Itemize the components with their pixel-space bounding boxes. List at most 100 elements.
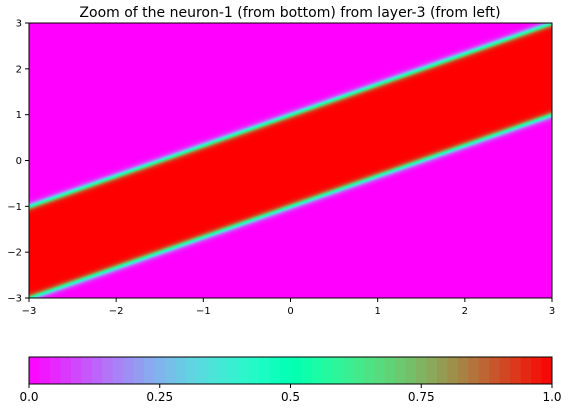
- band-strip: [29, 72, 552, 258]
- band-strip: [29, 77, 552, 264]
- x-tick-label: −3: [22, 306, 37, 317]
- colorbar-segment: [311, 357, 323, 384]
- band-strip: [29, 80, 552, 267]
- band-strip: [29, 59, 552, 245]
- colorbar-segment: [123, 357, 134, 384]
- colorbar-tick-label: 0.75: [408, 390, 435, 404]
- band-strip: [29, 73, 552, 260]
- band-strip: [29, 103, 552, 289]
- colorbar-segment: [520, 357, 532, 384]
- colorbar-tick-label: 0.0: [19, 390, 38, 404]
- band-strip: [29, 23, 541, 203]
- colorbar-segment: [374, 357, 386, 384]
- colorbar-segment: [510, 357, 522, 384]
- band-strip: [29, 33, 552, 219]
- band-strip: [29, 98, 552, 284]
- colorbar-segment: [300, 357, 312, 384]
- y-tick-label: −2: [7, 248, 22, 259]
- colorbar-segment: [144, 357, 155, 384]
- colorbar-segment: [259, 357, 270, 384]
- colorbar-segment: [447, 357, 459, 384]
- band-strip: [29, 94, 552, 280]
- band-strip: [29, 71, 552, 257]
- band-strip: [29, 107, 552, 294]
- colorbar-segment: [39, 357, 51, 384]
- band-strip: [29, 79, 552, 265]
- colorbar-segment: [60, 357, 72, 384]
- colorbar-segment: [384, 357, 396, 384]
- colorbar-segment: [290, 357, 302, 384]
- band-strip: [29, 30, 552, 216]
- x-tick-label: 2: [462, 306, 468, 317]
- band-strip: [29, 23, 552, 208]
- band-strip: [29, 26, 552, 212]
- band-strip: [29, 82, 552, 268]
- band-strip: [29, 42, 552, 229]
- colorbar-segment: [227, 357, 239, 384]
- band-strip: [29, 88, 552, 275]
- band-strip: [29, 86, 552, 272]
- band-strip: [29, 105, 552, 291]
- colorbar-segment: [206, 357, 218, 384]
- band-strip: [0, 0, 568, 230]
- band-strip: [29, 29, 552, 215]
- band-strip: [29, 100, 552, 287]
- band-strip: [29, 68, 552, 254]
- heatmap-plot: [0, 0, 568, 299]
- y-tick-label: −1: [7, 202, 22, 213]
- colorbar-segment: [248, 357, 260, 384]
- band-strip: [29, 109, 552, 295]
- x-tick-label: 0: [287, 306, 293, 317]
- colorbar-segment: [175, 357, 187, 384]
- band-strip: [29, 76, 552, 262]
- colorbar-segment: [49, 357, 61, 384]
- band-strip: [29, 56, 552, 242]
- band-strip: [29, 57, 552, 244]
- colorbar-segment: [269, 357, 281, 384]
- colorbar-segment: [154, 357, 166, 384]
- colorbar-segment: [185, 357, 197, 384]
- band-strip: [29, 38, 552, 225]
- band-strip: [29, 54, 552, 241]
- band-strip: [29, 102, 552, 288]
- band-strip: [29, 84, 552, 271]
- colorbar-segment: [196, 357, 208, 384]
- colorbar-segment: [91, 357, 103, 384]
- band-strip: [29, 41, 552, 227]
- x-tick-label: 1: [374, 306, 380, 317]
- band-strip: [29, 69, 552, 256]
- colorbar-tick-label: 0.25: [146, 390, 173, 404]
- colorbar-segment: [353, 357, 365, 384]
- band-strip: [29, 27, 552, 214]
- band-strip: [29, 53, 552, 239]
- y-tick-label: −3: [7, 294, 22, 305]
- band-strip: [29, 111, 552, 298]
- colorbar-segment: [395, 357, 406, 384]
- band-strip: [29, 23, 538, 202]
- colorbar-segment: [164, 357, 176, 384]
- colorbar-segment: [457, 357, 469, 384]
- colorbar-segment: [363, 357, 375, 384]
- y-axis: −3 −2 −1 0 1 2 3: [7, 19, 29, 305]
- colorbar-segment: [102, 357, 114, 384]
- band-strip: [29, 87, 552, 273]
- colorbar-segment: [436, 357, 448, 384]
- band-strip: [29, 106, 552, 292]
- colorbar-segment: [81, 357, 93, 384]
- colorbar-segment: [29, 357, 40, 384]
- band-strip: [29, 48, 552, 234]
- colorbar-segment: [332, 357, 344, 384]
- band-strip: [29, 40, 552, 226]
- colorbar-segment: [133, 357, 145, 384]
- chart-title: Zoom of the neuron-1 (from bottom) from …: [79, 5, 500, 21]
- band-strip: [29, 46, 552, 233]
- colorbar-segment: [531, 357, 542, 384]
- band-strip: [29, 23, 552, 207]
- x-tick-label: −1: [196, 306, 211, 317]
- band-strip: [29, 110, 552, 296]
- y-tick-label: 0: [16, 156, 22, 167]
- band-strip: [29, 52, 552, 238]
- band-strip: [29, 44, 552, 230]
- colorbar-segment: [416, 357, 427, 384]
- colorbar: 0.0 0.25 0.5 0.75 1.0: [19, 356, 562, 404]
